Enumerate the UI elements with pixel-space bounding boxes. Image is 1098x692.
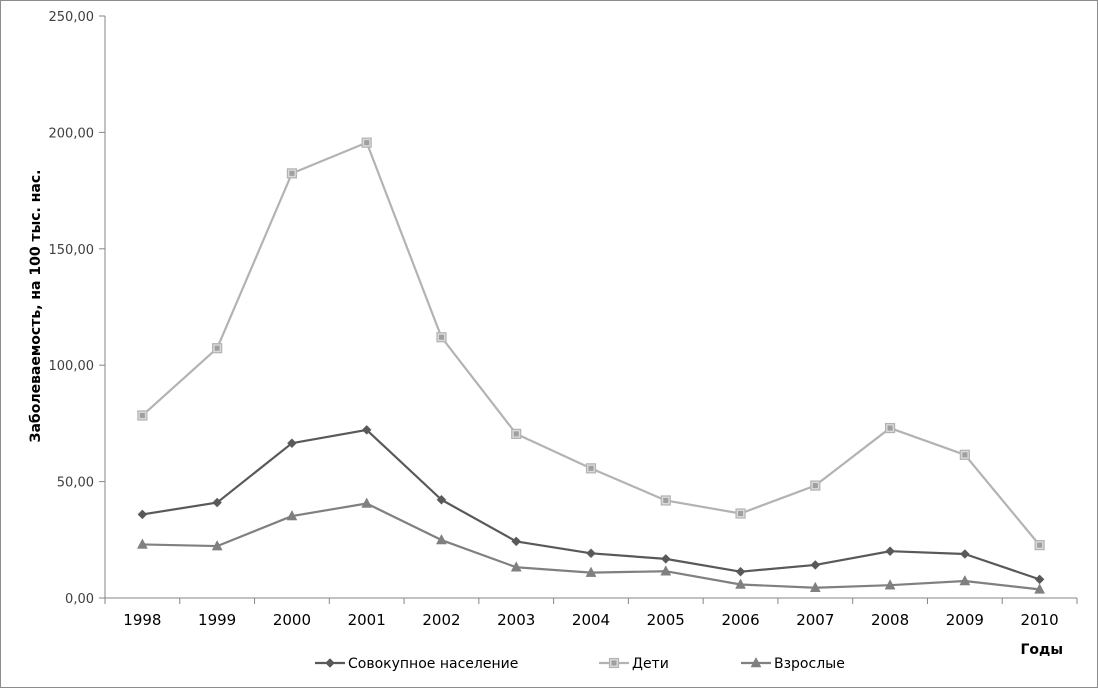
data-point-adults	[286, 510, 298, 521]
data-point-children	[735, 508, 746, 519]
legend-item-adults: Взрослые	[741, 656, 845, 672]
x-tick-label: 2010	[1021, 611, 1059, 629]
data-point-total	[1034, 574, 1045, 585]
data-point-total	[885, 546, 895, 557]
legend-label: Совокупное население	[348, 656, 518, 672]
data-point-adults	[361, 497, 373, 508]
data-point-children	[436, 332, 447, 343]
x-tick-label: 2008	[871, 611, 909, 629]
y-axis-title: Заболеваемость, на 100 тыс. нас.	[28, 170, 44, 443]
data-point-total	[212, 497, 223, 508]
legend-item-children: Дети	[599, 656, 669, 672]
legend-label: Дети	[632, 656, 669, 672]
data-point-adults	[735, 578, 746, 589]
legend-marker-total	[325, 658, 335, 668]
x-axis: 1998 1999 2000 2001 2002 2003 2004 2005 2006 2007…	[104, 597, 1078, 629]
series-line-children	[141, 141, 1041, 546]
y-tick-label: 0,00	[65, 592, 94, 607]
legend-label: Взрослые	[774, 656, 845, 672]
x-tick-label: 2005	[647, 611, 685, 629]
data-point-children	[884, 422, 896, 434]
legend-marker-children	[608, 657, 620, 669]
y-tick-label: 50,00	[57, 476, 94, 491]
legend: Совокупное население Дети Взрослые	[315, 656, 845, 672]
x-tick-label: 2009	[946, 611, 984, 629]
series-children	[137, 137, 1045, 551]
data-point-total	[511, 536, 522, 547]
data-point-adults	[809, 581, 821, 593]
x-axis-title: Годы	[1020, 642, 1063, 658]
data-point-adults	[884, 579, 896, 590]
data-point-children	[286, 168, 298, 179]
data-point-children	[810, 480, 821, 491]
data-point-total	[287, 438, 297, 449]
x-tick-label: 2007	[796, 611, 834, 629]
data-point-adults	[136, 538, 148, 549]
series-adults	[136, 497, 1046, 594]
data-point-total	[660, 554, 671, 564]
x-tick-label: 1999	[198, 611, 236, 629]
legend-marker-adults	[750, 656, 762, 668]
data-point-adults	[959, 574, 971, 586]
data-point-children	[137, 410, 148, 421]
data-point-total	[436, 494, 447, 505]
y-tick-label: 150,00	[49, 243, 95, 258]
data-point-adults	[1034, 583, 1046, 594]
x-tick-label: 2003	[497, 611, 535, 629]
x-tick-label: 1998	[123, 611, 161, 629]
data-point-total	[735, 566, 746, 577]
data-point-total	[586, 548, 596, 559]
data-point-total	[361, 425, 372, 435]
legend-item-total: Совокупное население	[315, 656, 518, 672]
y-tick-label: 100,00	[49, 359, 95, 374]
x-tick-label: 2001	[348, 611, 386, 629]
data-point-children	[959, 449, 970, 460]
data-point-adults	[436, 533, 447, 545]
data-point-children	[1034, 540, 1045, 551]
data-point-total	[137, 509, 148, 520]
data-point-children	[585, 463, 597, 474]
y-axis: 0,00 50,00 100,00 150,00 200,00 250,00	[49, 10, 106, 607]
y-tick-label: 250,00	[49, 10, 95, 25]
x-tick-label: 2006	[721, 611, 759, 629]
data-point-children	[361, 137, 372, 148]
data-point-adults	[211, 540, 223, 551]
series-layer	[136, 137, 1046, 594]
data-point-adults	[510, 561, 522, 572]
x-tick-label: 2000	[273, 611, 311, 629]
data-point-total	[959, 549, 970, 559]
data-point-children	[212, 343, 223, 354]
data-point-adults	[585, 566, 597, 577]
x-tick-label: 2004	[572, 611, 610, 629]
data-point-adults	[660, 565, 672, 576]
series-total	[137, 425, 1045, 585]
data-point-total	[810, 560, 821, 570]
x-tick-label: 2002	[422, 611, 460, 629]
data-point-children	[660, 495, 671, 506]
data-point-children	[511, 428, 522, 439]
y-tick-label: 200,00	[49, 126, 95, 141]
